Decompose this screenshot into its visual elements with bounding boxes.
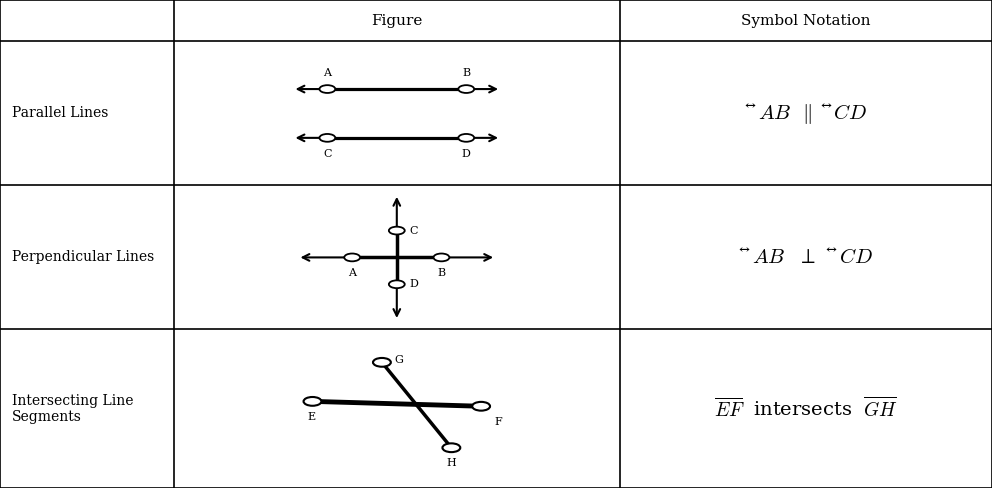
Text: G: G — [395, 355, 404, 365]
Text: E: E — [308, 412, 315, 422]
Circle shape — [389, 280, 405, 288]
Text: B: B — [437, 268, 445, 278]
Text: A: A — [348, 268, 356, 278]
Text: $\overline{EF}$  intersects  $\overline{GH}$: $\overline{EF}$ intersects $\overline{GH… — [714, 396, 898, 421]
Text: H: H — [446, 459, 456, 468]
Text: F: F — [494, 417, 502, 427]
Text: Symbol Notation: Symbol Notation — [741, 14, 871, 28]
Text: C: C — [410, 225, 419, 236]
Circle shape — [389, 226, 405, 234]
Text: A: A — [323, 68, 331, 78]
Text: Perpendicular Lines: Perpendicular Lines — [12, 250, 154, 264]
Text: $\overleftrightarrow{AB}$  $\perp$  $\overleftrightarrow{CD}$: $\overleftrightarrow{AB}$ $\perp$ $\over… — [739, 247, 873, 267]
Text: D: D — [462, 148, 470, 159]
Circle shape — [319, 85, 335, 93]
Text: C: C — [323, 148, 331, 159]
Text: Intersecting Line
Segments: Intersecting Line Segments — [12, 394, 133, 424]
Text: B: B — [462, 68, 470, 78]
Text: Figure: Figure — [371, 14, 423, 28]
Circle shape — [319, 134, 335, 142]
Circle shape — [434, 254, 449, 261]
Circle shape — [442, 443, 460, 452]
Circle shape — [458, 134, 474, 142]
Circle shape — [304, 397, 321, 406]
Circle shape — [472, 402, 490, 410]
Circle shape — [344, 254, 360, 261]
Text: Parallel Lines: Parallel Lines — [12, 106, 108, 121]
Circle shape — [458, 85, 474, 93]
Text: $\overleftrightarrow{AB}$  $\|$  $\overleftrightarrow{CD}$: $\overleftrightarrow{AB}$ $\|$ $\overlef… — [745, 101, 867, 126]
Circle shape — [373, 358, 391, 367]
Text: D: D — [410, 279, 419, 289]
